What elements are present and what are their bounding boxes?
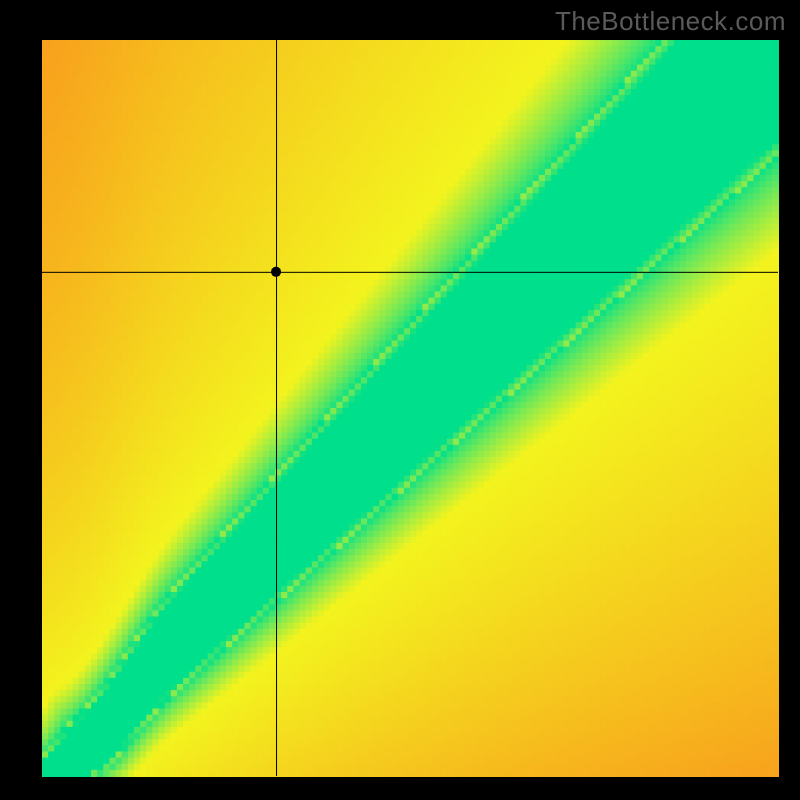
watermark-label: TheBottleneck.com xyxy=(555,6,786,37)
chart-root: TheBottleneck.com xyxy=(0,0,800,800)
bottleneck-heatmap-canvas xyxy=(0,0,800,800)
